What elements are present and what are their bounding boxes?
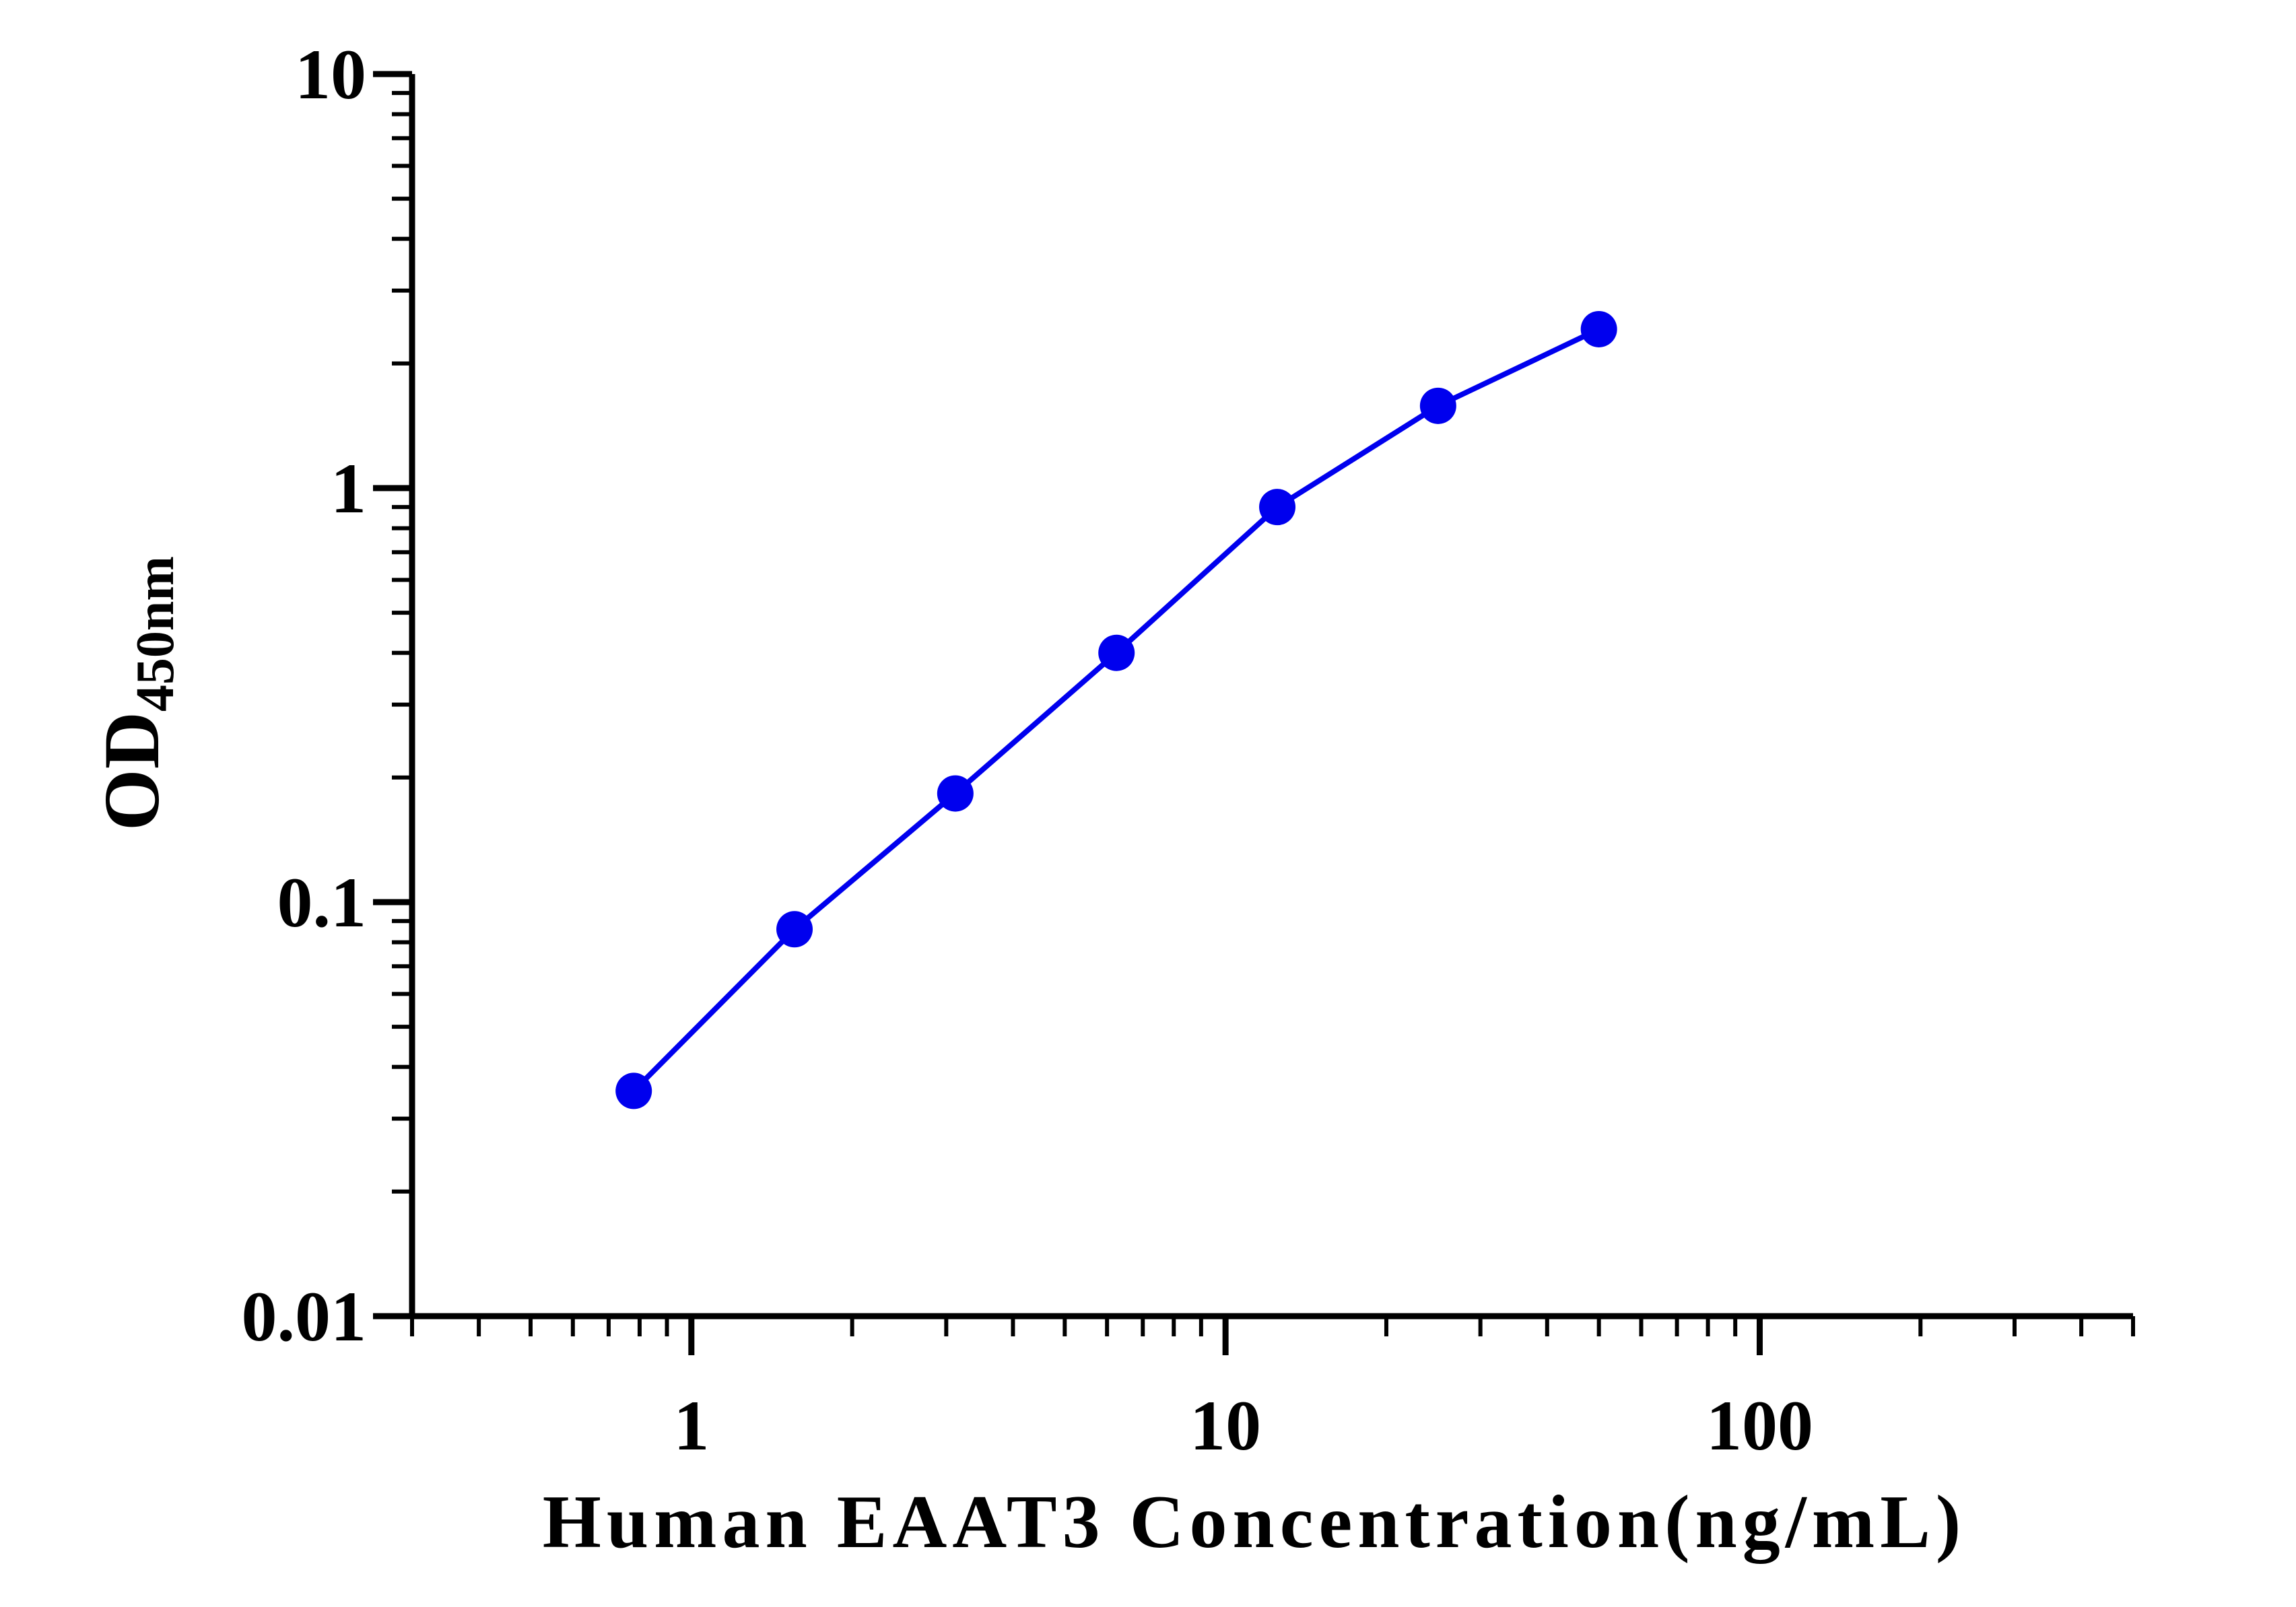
y-tick-label: 1 [331, 449, 366, 528]
data-point [1419, 387, 1456, 424]
y-axis-ticks: 0.01 0.1 1 10 [242, 35, 412, 1356]
y-axis-label-subscript: 450nm [126, 556, 185, 712]
data-point [615, 1072, 652, 1109]
data-series [615, 310, 1617, 1109]
x-tick-label: 10 [1190, 1386, 1261, 1465]
axes [409, 74, 2133, 1320]
y-tick-label: 10 [295, 35, 366, 114]
y-tick-label: 0.1 [277, 863, 367, 942]
data-point [1098, 634, 1135, 671]
data-point [1580, 310, 1617, 347]
x-tick-label: 100 [1706, 1386, 1813, 1465]
y-axis-label-main: OD [88, 712, 176, 831]
series-line [632, 327, 1600, 1093]
data-point [776, 911, 813, 948]
x-axis-ticks: 1 10 100 [410, 1316, 2135, 1465]
y-axis-label: OD450nm [88, 556, 185, 831]
y-tick-label: 0.01 [242, 1277, 367, 1356]
x-axis-label: Human EAAT3 Concentration(ng/mL) [543, 1480, 1966, 1564]
data-point [1259, 489, 1296, 526]
x-tick-label: 1 [673, 1386, 709, 1465]
data-point [937, 775, 974, 812]
